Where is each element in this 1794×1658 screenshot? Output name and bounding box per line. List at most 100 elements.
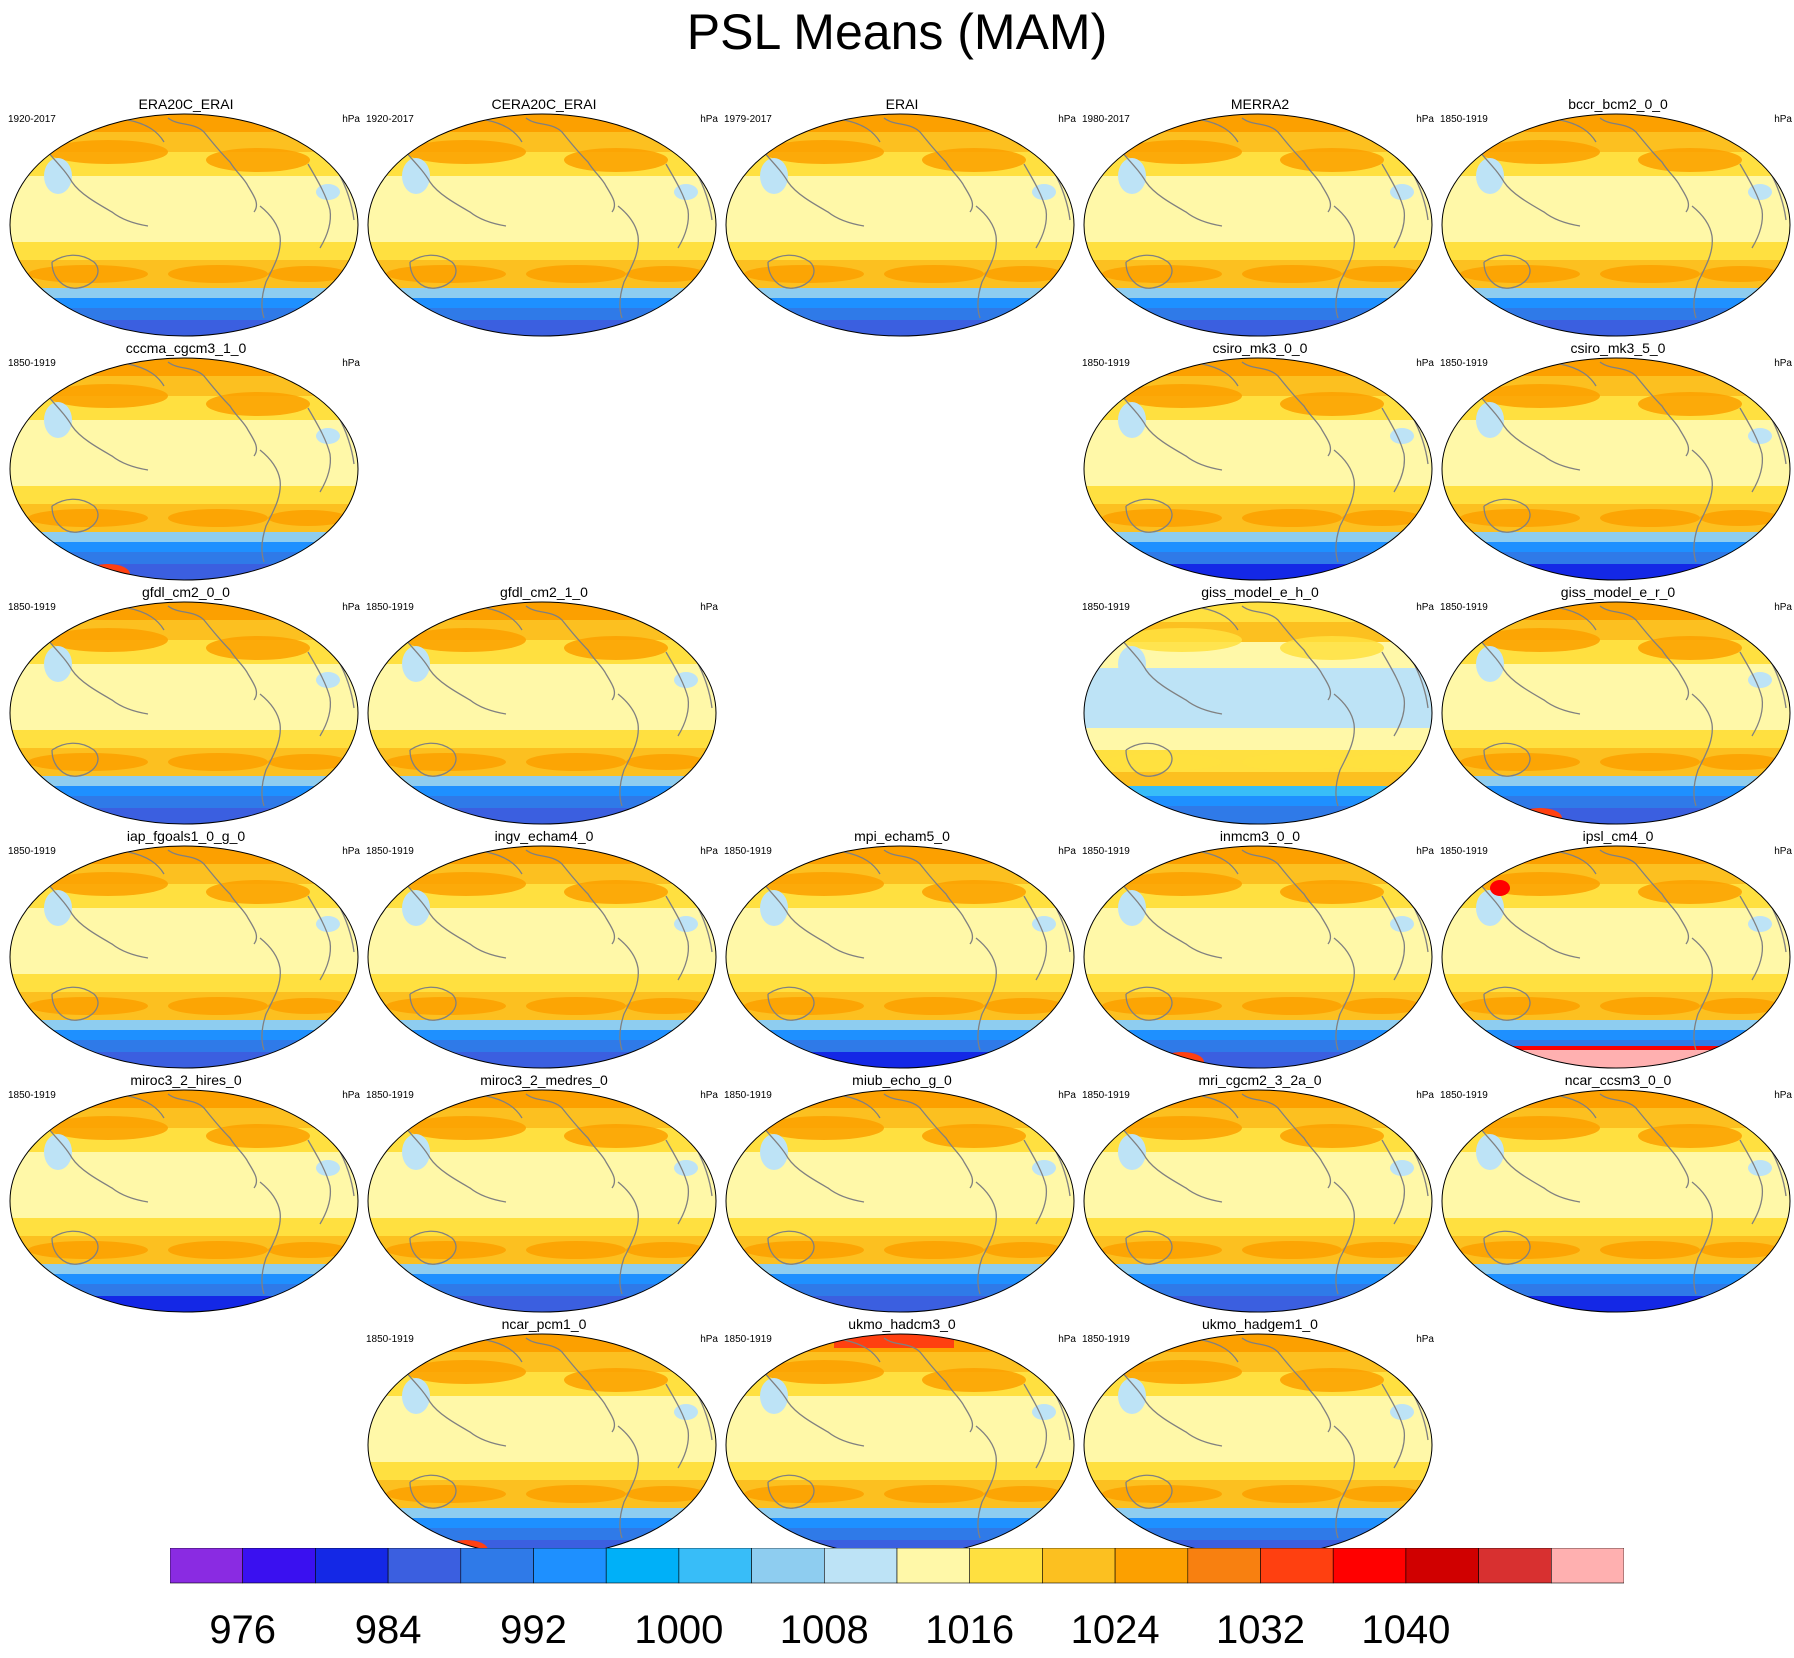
panel-unit: hPa (342, 846, 360, 857)
colorbar: 976 984 992 1000 1008 1016 1024 1032 1040 (169, 1547, 1625, 1652)
psl-map (367, 113, 717, 337)
panel-unit: hPa (1416, 358, 1434, 369)
panel-period: 1850-1919 (1440, 1090, 1488, 1101)
map-panel: mpi_echam5_0 1850-1919 hPa (724, 828, 1080, 1072)
psl-map (1441, 845, 1791, 1069)
panel-title: miroc3_2_hires_0 (130, 1072, 242, 1088)
panel-unit: hPa (342, 602, 360, 613)
psl-map (367, 845, 717, 1069)
map-panel: CERA20C_ERAI 1920-2017 hPa (366, 96, 722, 340)
panel-period: 1850-1919 (1440, 358, 1488, 369)
colorbar-swatch (969, 1547, 1043, 1584)
map-panel: mri_cgcm2_3_2a_0 1850-1919 hPa (1082, 1072, 1438, 1316)
panel-title: mri_cgcm2_3_2a_0 (1198, 1072, 1322, 1088)
psl-map (9, 601, 359, 825)
panel-title: ncar_ccsm3_0_0 (1564, 1072, 1672, 1088)
map-panel: cccma_cgcm3_1_0 1850-1919 hPa (8, 340, 364, 584)
psl-map (9, 845, 359, 1069)
panel-unit: hPa (1774, 1090, 1792, 1101)
psl-map (1083, 1089, 1433, 1313)
panel-title: ncar_pcm1_0 (501, 1316, 587, 1332)
panel-title: csiro_mk3_0_0 (1212, 340, 1308, 356)
map-panel: giss_model_e_h_0 1850-1919 hPa (1082, 584, 1438, 828)
psl-map (1083, 845, 1433, 1069)
panel-unit: hPa (1774, 602, 1792, 613)
panel-title: giss_model_e_r_0 (1560, 584, 1676, 600)
colorbar-swatch (242, 1547, 316, 1584)
panel-period: 1850-1919 (8, 846, 56, 857)
panel-unit: hPa (1774, 846, 1792, 857)
colorbar-swatch (751, 1547, 825, 1584)
panel-period: 1850-1919 (724, 1334, 772, 1345)
map-panel: inmcm3_0_0 1850-1919 hPa (1082, 828, 1438, 1072)
map-panel: ncar_ccsm3_0_0 1850-1919 hPa (1440, 1072, 1794, 1316)
panel-unit: hPa (342, 114, 360, 125)
panel-title: ukmo_hadcm3_0 (848, 1316, 956, 1332)
colorbar-swatch (678, 1547, 752, 1584)
colorbar-swatch (315, 1547, 389, 1584)
panel-unit: hPa (1058, 1334, 1076, 1345)
colorbar-swatch (169, 1547, 243, 1584)
panel-title: miroc3_2_medres_0 (480, 1072, 608, 1088)
panel-title: mpi_echam5_0 (854, 828, 950, 844)
colorbar-tick-label: 992 (500, 1608, 567, 1652)
colorbar-swatch (1260, 1547, 1334, 1584)
panel-period: 1850-1919 (366, 602, 414, 613)
panel-unit: hPa (1416, 602, 1434, 613)
map-panel: ERAI 1979-2017 hPa (724, 96, 1080, 340)
colorbar-swatch (896, 1547, 970, 1584)
panel-period: 1920-2017 (366, 114, 414, 125)
map-panel: ukmo_hadgem1_0 1850-1919 hPa (1082, 1316, 1438, 1560)
panel-unit: hPa (342, 1090, 360, 1101)
colorbar-tick-label: 1024 (1070, 1608, 1160, 1652)
panel-period: 1850-1919 (366, 1090, 414, 1101)
panel-title: iap_fgoals1_0_g_0 (126, 828, 246, 844)
panel-unit: hPa (1058, 846, 1076, 857)
colorbar-swatch (823, 1547, 898, 1584)
colorbar-swatch (1114, 1547, 1189, 1584)
panel-unit: hPa (1416, 1090, 1434, 1101)
panel-period: 1850-1919 (1440, 846, 1488, 857)
panel-period: 1850-1919 (1082, 602, 1130, 613)
psl-map (725, 1333, 1075, 1557)
panel-title: ingv_echam4_0 (494, 828, 594, 844)
panel-unit: hPa (1416, 114, 1434, 125)
panel-period: 1850-1919 (366, 1334, 414, 1345)
panel-unit: hPa (1774, 358, 1792, 369)
psl-map (1083, 113, 1433, 337)
colorbar-swatch (533, 1547, 607, 1584)
panel-period: 1920-2017 (8, 114, 56, 125)
panel-title: CERA20C_ERAI (491, 96, 597, 112)
page-title: PSL Means (MAM) (686, 4, 1108, 60)
map-panel: miroc3_2_medres_0 1850-1919 hPa (366, 1072, 722, 1316)
panel-title: ERAI (885, 96, 919, 112)
psl-map (1441, 1089, 1791, 1313)
colorbar-tick-label: 976 (209, 1608, 277, 1652)
panel-title: gfdl_cm2_0_0 (142, 584, 230, 600)
psl-map (725, 113, 1075, 337)
panel-period: 1850-1919 (8, 358, 56, 369)
colorbar-swatch (1042, 1547, 1116, 1584)
psl-map (1441, 601, 1791, 825)
psl-map (367, 1089, 717, 1313)
panel-unit: hPa (1058, 1090, 1076, 1101)
colorbar-swatch (1332, 1547, 1407, 1584)
panel-title: ERA20C_ERAI (138, 96, 234, 112)
panel-period: 1979-2017 (724, 114, 772, 125)
colorbar-swatches (169, 1547, 1625, 1584)
panel-title: inmcm3_0_0 (1219, 828, 1301, 844)
panel-period: 1980-2017 (1082, 114, 1130, 125)
psl-map (9, 357, 359, 581)
panel-grid: ERA20C_ERAI 1920-2017 hPa CERA20C_ERAI 1920-… (8, 96, 1794, 1557)
psl-map (1083, 357, 1433, 581)
panel-unit: hPa (1416, 1334, 1434, 1345)
panel-unit: hPa (342, 358, 360, 369)
map-panel: csiro_mk3_5_0 1850-1919 hPa (1440, 340, 1794, 584)
panel-title: bccr_bcm2_0_0 (1568, 96, 1668, 112)
panel-period: 1850-1919 (1082, 1090, 1130, 1101)
panel-title: MERRA2 (1230, 96, 1290, 112)
panel-unit: hPa (1774, 114, 1792, 125)
map-panel: ipsl_cm4_0 1850-1919 hPa (1440, 828, 1794, 1072)
colorbar-tick-label: 1008 (779, 1608, 869, 1652)
colorbar-swatch (460, 1547, 534, 1584)
